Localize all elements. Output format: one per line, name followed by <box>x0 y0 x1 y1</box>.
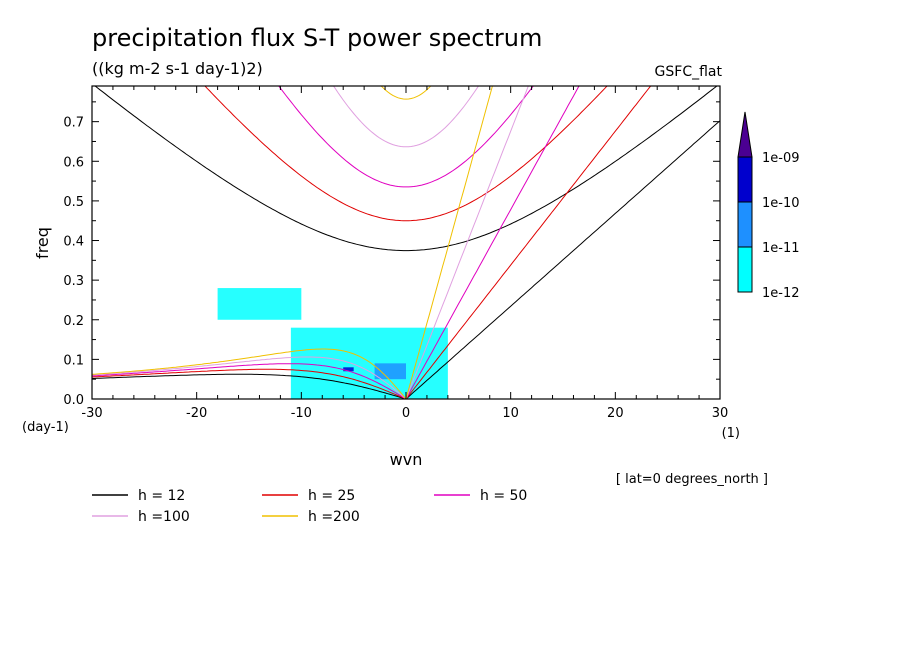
y-tick-label: 0.6 <box>63 155 84 170</box>
curve-kelvin-h12 <box>405 120 720 399</box>
curve-kelvin-h100 <box>405 86 529 399</box>
curve-ig-h200 <box>380 86 432 100</box>
curve-kelvin-h200 <box>405 86 493 399</box>
curve-kelvin-h50 <box>405 86 580 399</box>
curve-rossby-h50 <box>92 363 407 399</box>
x-tick-label: -10 <box>291 406 312 421</box>
colorbar-segment <box>737 201 753 248</box>
legend-entry: h = 50 <box>480 488 527 504</box>
curve-ig-h50 <box>278 86 534 188</box>
x-unit-label: (1) <box>722 426 740 441</box>
y-tick-label: 0.0 <box>63 393 84 408</box>
contour-region-0 <box>217 288 302 320</box>
colorbar-label: 1e-12 <box>762 286 800 301</box>
contour-shading <box>217 288 448 399</box>
y-tick-label: 0.4 <box>63 235 84 250</box>
colorbar-label: 1e-09 <box>762 151 800 166</box>
curve-rossby-h200 <box>92 348 407 399</box>
source-label: GSFC_flat <box>655 64 723 80</box>
y-tick-label: 0.7 <box>63 116 84 131</box>
legend-entry: h = 25 <box>308 488 355 504</box>
x-axis-ticks: -30 -20 -10 0 10 20 30 <box>81 86 728 421</box>
colorbar: 1e-12 1e-11 1e-10 1e-09 <box>737 111 800 301</box>
curve-kelvin-h25 <box>405 86 652 399</box>
latitude-annotation: [ lat=0 degrees_north ] <box>616 472 768 487</box>
chart-subtitle: ((kg m-2 s-1 day-1)2) <box>92 59 263 78</box>
colorbar-segment <box>737 156 753 203</box>
y-axis-label: freq <box>33 227 52 259</box>
colorbar-segment <box>737 246 753 293</box>
x-tick-label: -30 <box>81 406 102 421</box>
x-tick-label: 30 <box>712 406 729 421</box>
legend-entry: h =100 <box>138 509 190 525</box>
contour-region-3 <box>343 367 354 372</box>
legend-entry: h =200 <box>308 509 360 525</box>
curve-ig-h25 <box>204 86 608 222</box>
legend: h = 12 h = 25 h = 50 h =100 h =200 <box>92 488 527 525</box>
colorbar-triangle <box>737 111 753 158</box>
x-axis-label: wvn <box>390 450 423 469</box>
y-tick-label: 0.3 <box>63 274 84 289</box>
x-tick-label: -20 <box>186 406 207 421</box>
curve-rossby-h12 <box>92 373 407 399</box>
curve-ig-h100 <box>332 86 480 148</box>
y-unit-label: (day-1) <box>22 420 69 435</box>
chart-title: precipitation flux S-T power spectrum <box>92 24 542 52</box>
legend-entry: h = 12 <box>138 488 185 504</box>
contour-region-1 <box>290 327 448 399</box>
colorbar-label: 1e-10 <box>762 196 800 211</box>
x-tick-label: 20 <box>607 406 624 421</box>
curve-rossby-h25 <box>92 368 407 399</box>
colorbar-label: 1e-11 <box>762 241 800 256</box>
x-tick-label: 0 <box>402 406 410 421</box>
curve-rossby-h100 <box>92 356 407 399</box>
curve-ig-h12 <box>94 86 718 252</box>
y-tick-label: 0.5 <box>63 195 84 210</box>
y-tick-label: 0.2 <box>63 314 84 329</box>
y-axis-ticks: 0.0 0.1 0.2 0.3 0.4 0.5 0.6 0.7 <box>63 101 720 408</box>
contour-region-2 <box>374 363 406 380</box>
dispersion-curves <box>92 86 720 399</box>
y-tick-label: 0.1 <box>63 353 84 368</box>
x-tick-label: 10 <box>502 406 519 421</box>
